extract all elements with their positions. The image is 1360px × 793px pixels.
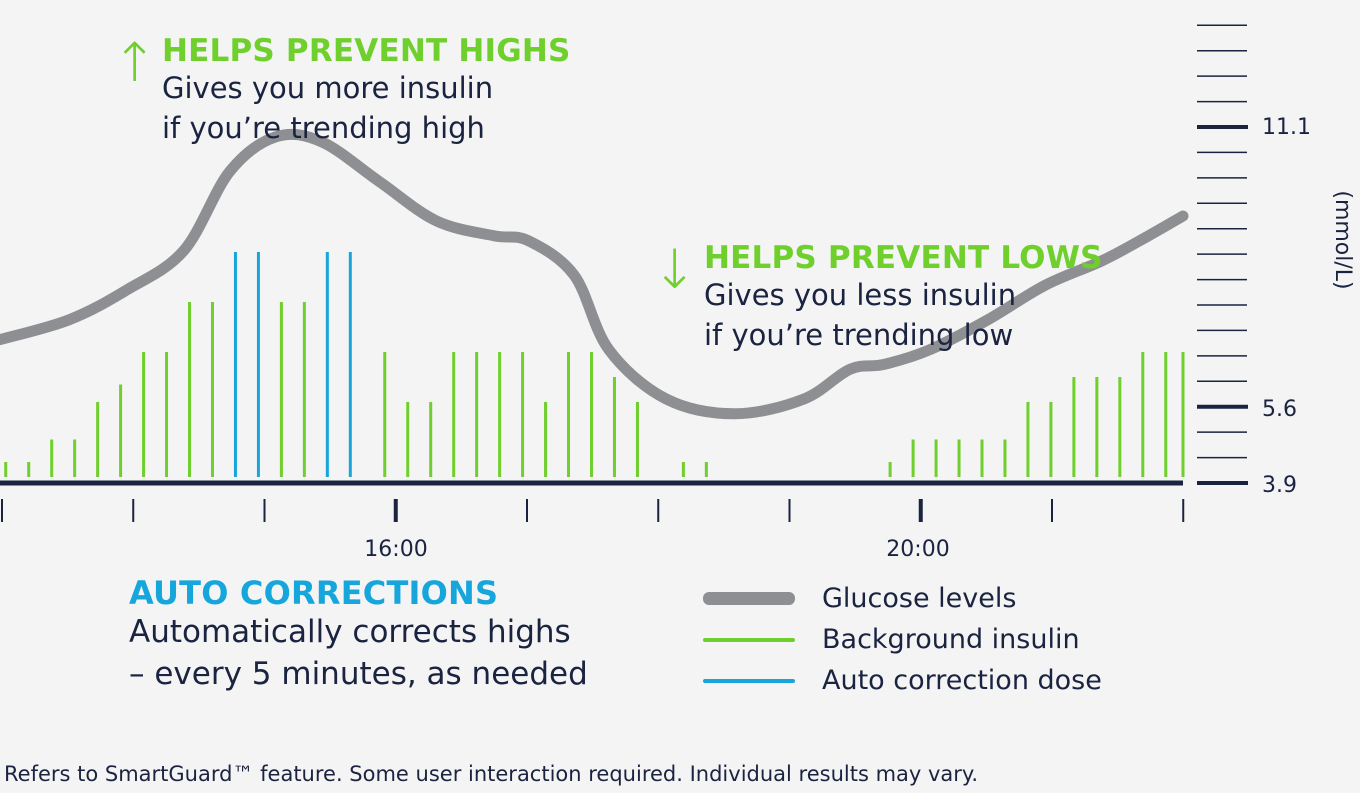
callout-line: Automatically corrects highs — [129, 614, 571, 651]
footnote: Refers to SmartGuard™ feature. Some user… — [4, 762, 979, 786]
callout-heading: HELPS PREVENT HIGHS — [162, 33, 571, 69]
x-tick-label-20: 20:00 — [886, 537, 949, 562]
arrow-down-icon: ↓ — [652, 238, 698, 301]
legend-label: Background insulin — [822, 624, 1080, 655]
legend-label: Auto correction dose — [822, 665, 1102, 696]
callout-line: if you’re trending low — [704, 318, 1014, 353]
y-axis-unit: (mmol/L) — [1330, 190, 1355, 289]
y-tick-label-3-9: 3.9 — [1262, 473, 1297, 498]
y-axis-ticks — [1197, 24, 1248, 485]
x-tick-label-16: 16:00 — [364, 537, 427, 562]
legend-swatch-auto-correction — [703, 678, 795, 683]
callout-auto-corrections: AUTO CORRECTIONS Automatically corrects … — [129, 574, 588, 695]
legend-swatch-glucose — [703, 592, 795, 605]
insulin-bars — [4, 252, 1185, 477]
callout-helps-prevent-highs: ↑ HELPS PREVENT HIGHS Gives you more ins… — [112, 34, 571, 148]
arrow-up-icon: ↑ — [112, 31, 158, 94]
chart-legend: Glucose levels Background insulin Auto c… — [703, 578, 1102, 701]
legend-item-auto-correction: Auto correction dose — [703, 660, 1102, 701]
glucose-line — [0, 128, 1189, 420]
callout-line: if you’re trending high — [162, 111, 485, 146]
callout-helps-prevent-lows: ↓ HELPS PREVENT LOWS Gives you less insu… — [652, 241, 1103, 355]
callout-heading: AUTO CORRECTIONS — [129, 574, 499, 612]
y-tick-label-11-1: 11.1 — [1262, 115, 1311, 140]
y-tick-label-5-6: 5.6 — [1262, 397, 1297, 422]
legend-item-glucose: Glucose levels — [703, 578, 1102, 619]
callout-line: Gives you less insulin — [704, 278, 1017, 313]
x-axis-ticks — [1, 499, 1185, 522]
callout-line: – every 5 minutes, as needed — [129, 656, 588, 693]
legend-swatch-background-insulin — [703, 637, 795, 642]
legend-label: Glucose levels — [822, 583, 1017, 614]
callout-line: Gives you more insulin — [162, 71, 494, 106]
legend-item-background-insulin: Background insulin — [703, 619, 1102, 660]
callout-heading: HELPS PREVENT LOWS — [704, 240, 1103, 276]
